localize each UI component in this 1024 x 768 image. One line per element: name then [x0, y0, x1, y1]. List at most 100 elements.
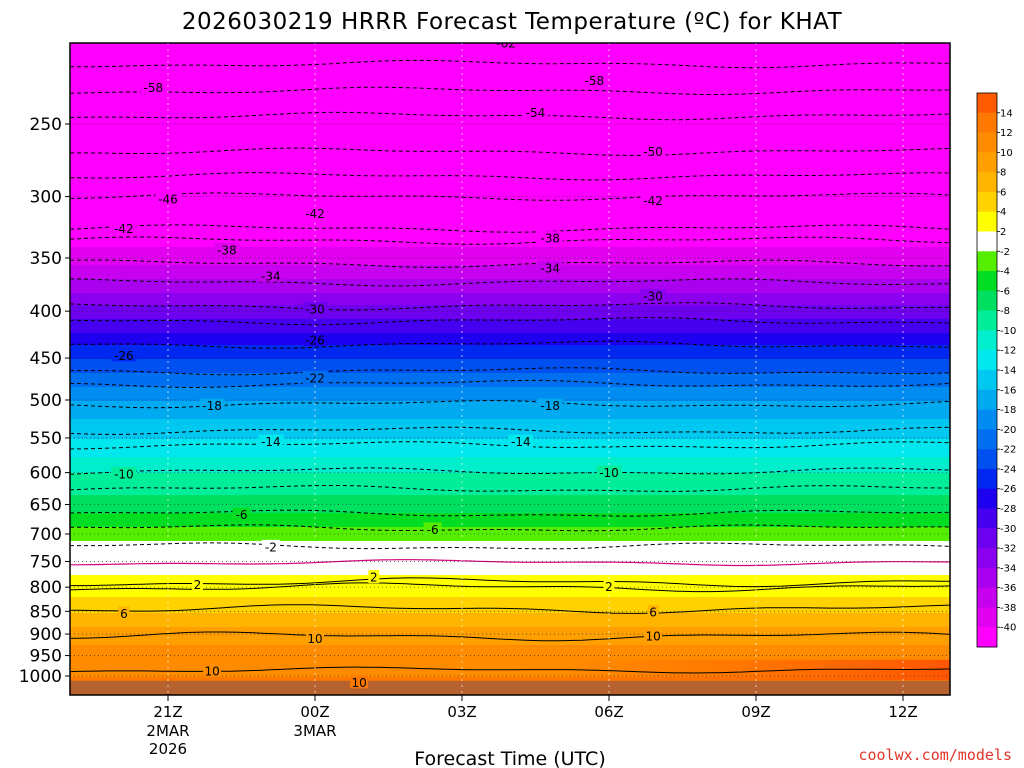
temperature-band-strip: [70, 251, 950, 254]
temperature-band-strip: [70, 469, 950, 472]
contour-label-text: -14: [511, 435, 531, 449]
temperature-band-strip: [70, 405, 950, 408]
temperature-band-strip: [70, 227, 950, 230]
temperature-band-strip: [70, 623, 950, 626]
temperature-band-strip: [70, 167, 950, 170]
colorbar-swatch: [977, 449, 997, 470]
colorbar-swatch: [977, 627, 997, 648]
contour-label: -34: [258, 268, 284, 283]
temperature-band-strip: [70, 181, 950, 184]
colorbar-label: -10: [1000, 326, 1016, 337]
temperature-band-strip: [70, 351, 950, 354]
temperature-band-strip: [70, 501, 950, 504]
temperature-band-strip: [70, 273, 950, 276]
temperature-band-strip: [70, 543, 950, 546]
temperature-band-strip: [70, 267, 950, 270]
temperature-band-strip: [70, 217, 950, 220]
temperature-band-strip: [70, 423, 950, 426]
temperature-band-strip: [70, 53, 950, 56]
temperature-band-strip: [70, 103, 950, 106]
temperature-band-strip: [70, 565, 950, 568]
colorbar-swatch: [977, 567, 997, 589]
temperature-band-strip: [70, 275, 950, 278]
temperature-band-strip: [70, 583, 950, 586]
temperature-band-strip: [70, 115, 950, 118]
isotherm-line: [70, 604, 950, 614]
temperature-band-strip: [70, 655, 950, 658]
contour-label: -22: [302, 370, 328, 385]
temperature-band-strip: [70, 621, 950, 624]
temperature-band-strip: [70, 487, 950, 490]
temperature-band-strip: [70, 99, 950, 102]
contour-label-bg: [640, 193, 666, 207]
colorbar-swatch: [977, 350, 997, 371]
temperature-band-strip: [70, 629, 950, 632]
temperature-band-strip: [70, 671, 950, 674]
temperature-band-strip: [70, 407, 950, 410]
isotherm-line: [70, 577, 950, 588]
temperature-band-strip: [70, 235, 950, 238]
temperature-band-strip: [70, 83, 950, 86]
temperature-band-strip: [70, 139, 950, 142]
temperature-band-strip: [70, 333, 950, 336]
contour-label-bg: [199, 398, 225, 412]
below-ground-strip: [70, 680, 950, 695]
contour-label-bg: [508, 434, 534, 448]
contour-labels: -62-58-58-54-50-46-42-42-42-38-38-34-34-…: [111, 37, 666, 690]
temperature-band-strip: [70, 161, 950, 164]
temperature-band-strip: [70, 305, 950, 308]
temperature-band-strip: [70, 225, 950, 228]
temperature-band-strip: [70, 559, 950, 562]
contour-label-bg: [302, 370, 328, 384]
temperature-band-strip: [70, 417, 950, 420]
colorbar-swatch: [977, 271, 997, 292]
contour-label-text: -34: [540, 262, 560, 276]
temperature-band-strip: [70, 335, 950, 338]
temperature-band-strip: [70, 551, 950, 554]
contour-label: -38: [214, 242, 240, 257]
x-tick-label: 12Z: [888, 703, 917, 721]
temperature-band-strip: [70, 341, 950, 344]
temperature-band-strip: [70, 339, 950, 342]
temperature-band-strip: [70, 111, 950, 114]
contour-label-text: -38: [540, 232, 560, 246]
contour-label-text: -42: [305, 207, 325, 221]
temperature-band-strip: [70, 369, 950, 372]
temperature-band-strip: [70, 287, 950, 290]
temperature-band-strip: [70, 669, 950, 672]
temperature-band-strip: [70, 413, 950, 416]
contour-label-text: -62: [496, 37, 516, 51]
temperature-band-strip: [70, 627, 950, 630]
temperature-band-strip: [70, 641, 950, 644]
temperature-band-strip: [70, 613, 950, 616]
temperature-band-strip: [70, 239, 950, 242]
temperature-band-strip: [70, 253, 950, 256]
temperature-band-strip: [70, 463, 950, 466]
colorbar-label: 2: [1000, 227, 1006, 238]
contour-label-text: -22: [305, 371, 325, 385]
colorbar-label: -40: [1000, 623, 1016, 634]
temperature-band-strip: [70, 293, 950, 296]
contour-label-text: -54: [526, 106, 546, 120]
contour-label-text: 10: [351, 676, 366, 690]
temperature-band-strip: [70, 61, 950, 64]
temperature-band-strip: [70, 381, 950, 384]
y-tick-label: 250: [30, 115, 62, 135]
temperature-band-strip: [70, 397, 950, 400]
temperature-band-strip: [70, 359, 950, 362]
colorbar-label: -18: [1000, 405, 1016, 416]
colorbar-swatch: [977, 528, 997, 549]
contour-label: -18: [537, 398, 563, 413]
temperature-band-strip: [70, 211, 950, 214]
contour-label: 6: [647, 605, 659, 620]
contour-label: -2: [261, 539, 280, 554]
temperature-band-strip: [70, 531, 950, 534]
colorbar-swatch: [977, 370, 997, 391]
temperature-band-strip: [70, 141, 950, 144]
temperature-band-strip: [70, 151, 950, 154]
contour-label-bg: [111, 348, 137, 362]
temperature-band-strip: [70, 603, 950, 606]
temperature-band-strip: [70, 331, 950, 334]
temperature-band-strip: [70, 55, 950, 58]
temperature-band-strip: [70, 393, 950, 396]
